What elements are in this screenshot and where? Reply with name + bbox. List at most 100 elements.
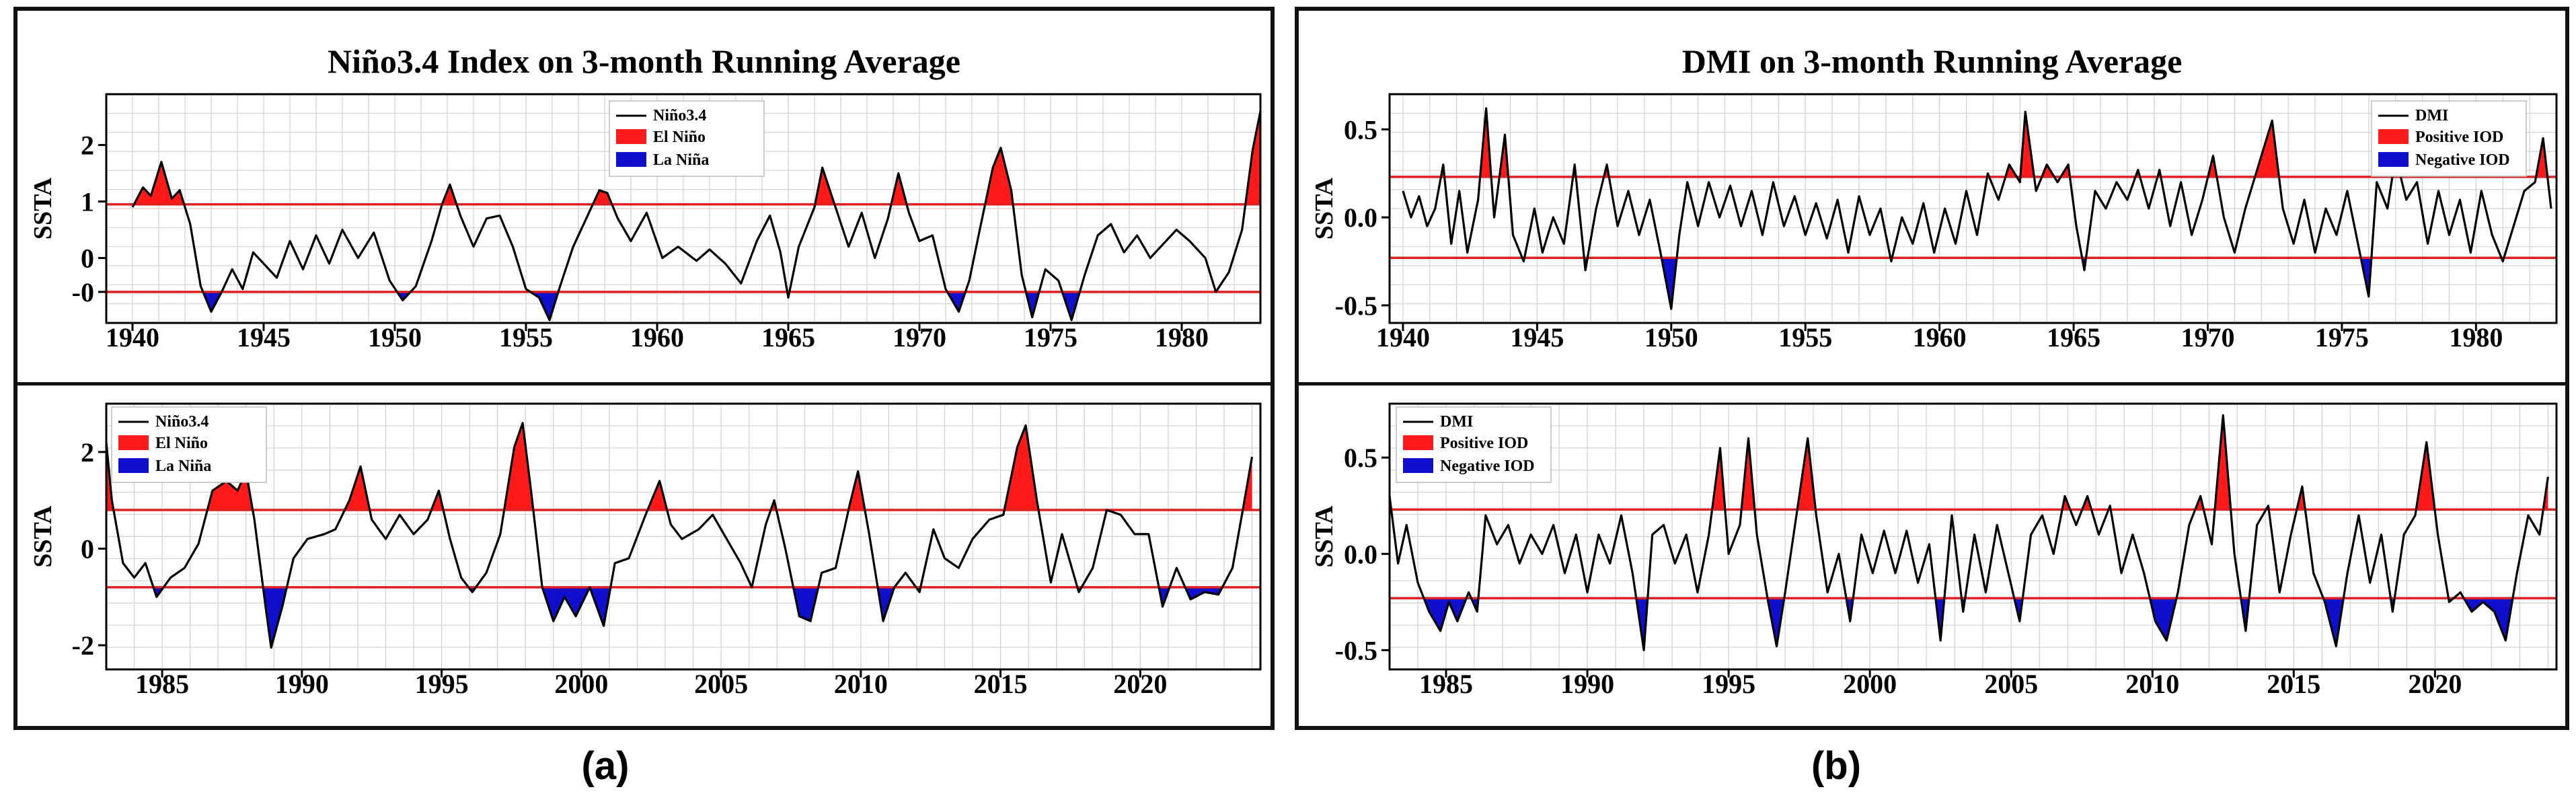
dmi-bottom-xtick-label: 2020 [2408,669,2462,699]
dmi-bottom-xtick-label: 1990 [1560,669,1614,699]
dmi-top-positive-fill [2020,112,2035,177]
dmi-bottom-axes-frame [1388,402,2558,671]
dmi-bottom-ytick-label: -0.5 [1335,635,1377,665]
dmi-bottom-positive-fill [1797,438,1816,510]
panel-a-title: Niño3.4 Index on 3-month Running Average [328,42,960,80]
nino-bottom-ylabel: SSTA [29,505,57,568]
nino-top-legend-positive-swatch [616,129,646,144]
dmi-bottom-positive-fill [2214,415,2231,510]
nino-top-negative-fill [947,291,966,312]
nino-bottom-legend-label: Niño3.4 [155,413,209,431]
dmi-bottom-chart: 0.5 0.0 -0.5 1985 1990 1995 2000 2005 2010 2015 20… [1310,402,2558,699]
dmi-bottom-ytick-label: 0.0 [1344,539,1377,569]
nino-top-positive-fill [134,161,184,205]
nino-top-xtick-label: 1965 [761,322,815,353]
dmi-bottom-ytick-label: 0.5 [1344,443,1377,473]
dmi-top-xtick-label: 1965 [2047,322,2100,353]
dmi-bottom-series-line [1388,414,2549,651]
dmi-top-xtick-label: 1945 [1510,322,1564,353]
nino-top-chart: 2 1 0 -0 1940 1945 1950 1955 1960 1965 1970 1975 198… [29,93,1262,353]
nino-top-positive-fill [442,184,457,205]
nino-top-legend-negative-swatch [616,152,646,167]
nino-bottom-positive-fill [207,471,253,510]
nino-bottom-xtick-label: 2010 [834,669,888,699]
dmi-top-ytick-label: 0.5 [1344,114,1377,145]
nino-top-legend-label: Niño3.4 [653,107,706,124]
nino-bottom-positive-fill [647,480,667,510]
nino-bottom-legend-label: El Niño [155,435,208,452]
dmi-top-ytick-label: -0.5 [1335,291,1377,321]
nino-bottom-negative-fill [263,587,287,648]
dmi-bottom-positive-fill [2543,476,2548,510]
nino-bottom-xtick-label: 1985 [135,669,189,699]
dmi-top-ytick-label: 0.0 [1344,203,1377,233]
dmi-top-legend-positive-swatch [2378,129,2409,144]
dmi-top-axes-frame [1388,93,2558,324]
dmi-bottom-positive-fill [1712,447,1725,510]
dmi-top-legend-label: DMI [2415,107,2448,124]
nino-bottom-positive-fill [1242,457,1252,510]
nino-bottom-positive-fill [848,471,865,510]
dmi-bottom-legend-negative-swatch [1403,458,1433,473]
nino-top-ytick-label: -0 [72,277,94,307]
nino-bottom-positive-fill [344,466,370,510]
nino-bottom-legend-label: La Niña [155,457,211,475]
dmi-top-ylabel: SSTA [1310,177,1338,240]
nino-top-xtick-label: 1975 [1024,322,1077,353]
nino-top-ylabel: SSTA [29,177,57,240]
panel-b-label: (b) [1811,744,1862,788]
dmi-bottom-positive-fill [2416,442,2435,510]
nino-top-negative-fill [1062,291,1080,320]
dmi-bottom-legend-positive-swatch [1403,435,1433,450]
dmi-bottom-negative-fill [1767,598,1784,647]
nino-top-positive-fill [985,147,1014,205]
panel-a-label: (a) [581,744,630,788]
nino-top-legend-label: La Niña [653,151,709,169]
nino-bottom-positive-fill [1004,425,1039,510]
panel-b-title: DMI on 3-month Running Average [1681,42,2183,80]
nino-top-ytick-label: 1 [81,187,94,217]
nino-bottom-axes-frame [105,402,1262,671]
dmi-top-legend-negative-swatch [2378,152,2409,167]
dmi-top-xtick-label: 1955 [1778,322,1832,353]
nino-top-positive-fill [891,173,907,205]
panel-b-divider [1295,382,2569,386]
nino-top-negative-fill [202,291,222,312]
nino-bottom-xtick-label: 2000 [554,669,608,699]
nino-bottom-ytick-label: 2 [81,437,94,468]
nino-top-negative-fill [1026,291,1040,318]
dmi-bottom-xtick-label: 1985 [1419,669,1473,699]
dmi-bottom-xtick-label: 1995 [1702,669,1755,699]
nino-bottom-xtick-label: 2005 [694,669,748,699]
nino-top-xtick-label: 1960 [630,322,684,353]
nino-bottom-ytick-label: -2 [72,630,94,661]
nino-top-positive-fill [815,168,835,205]
panel-a-divider [13,382,1275,386]
dmi-bottom-legend-label: DMI [1440,413,1473,431]
dmi-bottom-negative-fill [2150,598,2177,641]
dmi-top-xtick-label: 1940 [1376,322,1430,353]
nino-bottom-chart: 2 0 -2 1985 1990 1995 2000 2005 2010 2015 2020 SSTA… [29,402,1262,699]
dmi-bottom-xtick-label: 2005 [1984,669,2038,699]
nino-bottom-positive-fill [106,442,114,510]
nino-top-xtick-label: 1980 [1155,322,1209,353]
dmi-top-negative-fill [1661,258,1677,309]
dmi-top-xtick-label: 1970 [2181,322,2234,353]
dmi-top-xtick-label: 1975 [2315,322,2369,353]
dmi-top-series-line [1402,107,2552,310]
nino-top-xtick-label: 1940 [106,322,159,353]
dmi-bottom-ylabel: SSTA [1310,505,1338,568]
nino-top-xtick-label: 1945 [237,322,291,353]
nino-bottom-series-line [105,422,1254,649]
nino-bottom-xtick-label: 2020 [1113,669,1167,699]
nino-top-xtick-label: 1970 [893,322,946,353]
dmi-top-xtick-label: 1960 [1913,322,1967,353]
nino-top-series-line [131,110,1262,322]
dmi-top-legend-label: Positive IOD [2415,129,2503,146]
nino-bottom-xtick-label: 2015 [974,669,1028,699]
dmi-top-xtick-label: 1980 [2449,322,2503,353]
dmi-bottom-xtick-label: 2015 [2267,669,2320,699]
nino-bottom-xtick-label: 1990 [275,669,329,699]
dmi-bottom-legend-label: Negative IOD [1440,457,1535,475]
nino-top-ytick-label: 2 [81,131,94,161]
